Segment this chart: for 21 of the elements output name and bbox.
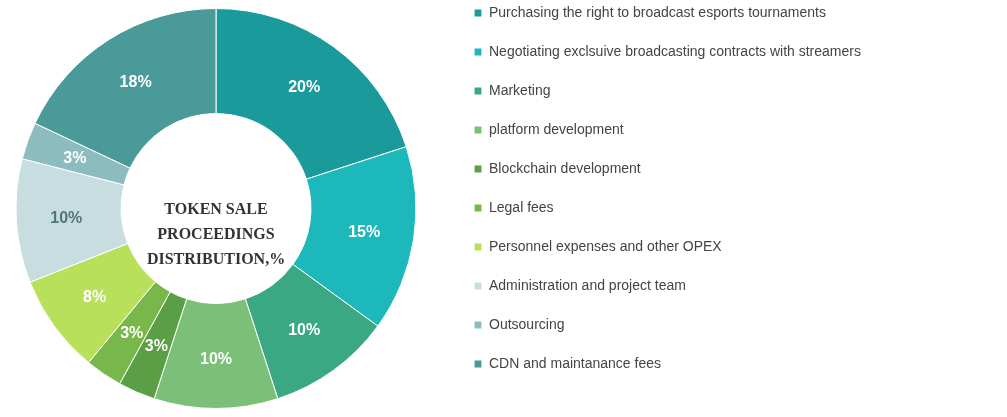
data-label: 15%	[348, 222, 381, 240]
legend-label: Blockchain development	[489, 160, 641, 176]
legend-label: Legal fees	[489, 199, 554, 215]
data-label: 10%	[288, 320, 321, 338]
data-label: 20%	[288, 78, 321, 96]
legend-label: Marketing	[489, 82, 551, 98]
data-label: 3%	[63, 148, 87, 166]
data-label: 3%	[144, 337, 168, 355]
legend-label: Administration and project team	[489, 277, 686, 293]
legend-label: Negotiating exclsuive broadcasting contracts with streamers	[489, 43, 861, 59]
legend-label: Outsourcing	[489, 316, 565, 332]
data-label: 8%	[83, 287, 107, 305]
legend-label: CDN and maintanance fees	[489, 355, 661, 371]
data-label: 10%	[199, 349, 233, 367]
data-label: 10%	[50, 208, 83, 226]
legend-label: Purchasing the right to broadcast esports tournaments	[489, 4, 826, 20]
legend-label: Personnel expenses and other OPEX	[489, 238, 723, 254]
text: TOKEN SALE PROCEEDINGS DISTRIBUTION,%	[146, 199, 286, 267]
data-label: 3%	[120, 323, 144, 341]
legend-label: platform development	[489, 121, 624, 137]
data-label: 18%	[119, 72, 152, 90]
